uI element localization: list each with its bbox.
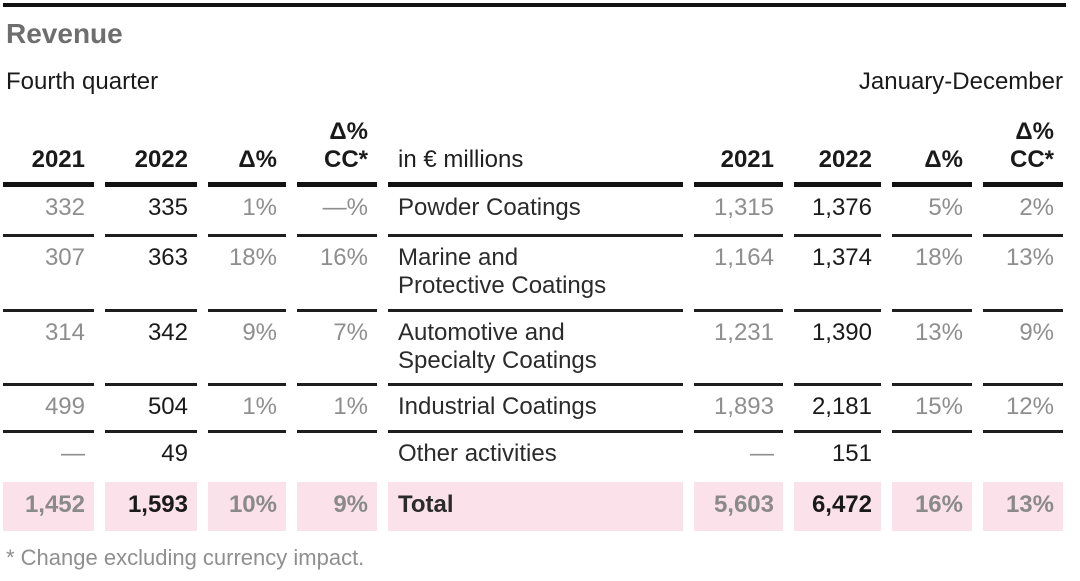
cell-fy-delta-cc: 2% [1019,194,1054,222]
cell-fy-2021: 1,893 [694,383,783,430]
cell-fy-2021: 1,164 [694,234,783,309]
total-q4-2021: 1,452 [3,482,94,532]
cell-fy-delta-cc: 9% [983,309,1063,383]
total-q4-2022: 1,593 [105,482,197,532]
cell-q4-2021: 307 [3,234,94,309]
period-labels: Fourth quarter January-December [6,68,1063,96]
cell-fy-delta-cc [983,430,1063,478]
cell-fy-delta: 15% [892,383,972,430]
table-row-marine-protective-coatings: 307 363 18% 16% Marine and Protective Co… [3,234,1080,309]
header-fy-2021: 2021 [694,115,783,188]
period-left-label: Fourth quarter [6,67,159,95]
header-q4-delta: Δ% [208,115,286,188]
header-fy-delta-cc-line1: Δ% [1015,118,1054,146]
header-fy-delta-cc: Δ% CC* [983,115,1063,188]
header-fy-2022: 2022 [794,115,881,188]
table-row-powder-coatings: 332 335 1% —% Powder Coatings 1,315 1,37… [3,187,1080,234]
cell-q4-delta: 9% [208,309,286,383]
cell-q4-delta: 18% [208,234,286,309]
cell-q4-2021: 332 [44,194,85,222]
header-fy-delta-cc-line2: CC* [1009,146,1054,174]
revenue-table: 2021 2022 Δ% Δ% CC* in € millions 2021 2… [3,115,1080,532]
cell-q4-2022: 363 [105,234,197,309]
cell-fy-2022: 1,376 [811,194,872,222]
segment-name-line1: Industrial Coatings [398,393,597,421]
cell-fy-2022: 2,181 [794,383,881,430]
cell-segment-name: Automotive and Specialty Coatings [388,309,683,383]
cell-fy-delta [892,430,972,478]
cell-fy-2022: 1,390 [794,309,881,383]
table-row-automotive-specialty-coatings: 314 342 9% 7% Automotive and Specialty C… [3,309,1080,383]
cell-q4-delta-cc [297,430,377,478]
cell-segment-name: Industrial Coatings [388,383,683,430]
segment-name-line2: Specialty Coatings [398,347,597,375]
cell-fy-2021: 1,315 [713,194,774,222]
table-row-total: 1,452 1,593 10% 9% Total 5,603 6,472 16%… [3,482,1080,532]
cell-q4-delta [208,430,286,478]
cell-q4-delta-cc: —% [322,194,368,222]
cell-fy-2021: — [694,430,783,478]
cell-fy-delta: 5% [928,194,963,222]
cell-fy-delta: 13% [892,309,972,383]
cell-segment-name: Powder Coatings [388,187,683,234]
segment-name-line1: Marine and [398,244,519,272]
cell-q4-2022: 49 [105,430,197,478]
table-row-industrial-coatings: 499 504 1% 1% Industrial Coatings 1,893 … [3,383,1080,430]
cell-q4-delta-cc: 7% [297,309,377,383]
cell-q4-delta-cc: 1% [297,383,377,430]
header-q4-delta-cc-line1: Δ% [329,118,368,146]
header-q4-delta-cc: Δ% CC* [297,115,377,188]
top-rule [3,3,1066,7]
total-q4-delta-cc: 9% [297,482,377,532]
cell-fy-delta: 18% [892,234,972,309]
header-unit-label: in € millions [388,115,683,188]
cell-q4-delta: 1% [208,383,286,430]
cell-segment-name: Marine and Protective Coatings [388,234,683,309]
segment-name-line1: Other activities [398,440,557,468]
cell-fy-2022: 151 [794,430,881,478]
header-q4-2021: 2021 [3,115,94,188]
cell-q4-2022: 335 [147,194,188,222]
cell-q4-2021: 499 [3,383,94,430]
cell-fy-2022: 1,374 [794,234,881,309]
cell-q4-2022: 342 [105,309,197,383]
total-fy-delta: 16% [892,482,972,532]
total-fy-2021: 5,603 [694,482,783,532]
page-title: Revenue [6,18,123,49]
total-q4-delta: 10% [208,482,286,532]
total-label: Total [388,482,683,532]
cell-q4-delta-cc: 16% [297,234,377,309]
cell-q4-2022: 504 [105,383,197,430]
period-right-label: January-December [858,67,1063,95]
segment-name-line1: Automotive and [398,319,565,347]
total-fy-2022: 6,472 [794,482,881,532]
header-q4-delta-cc-line2: CC* [323,146,368,174]
table-row-other-activities: — 49 Other activities — 151 [3,430,1080,478]
total-fy-delta-cc: 13% [983,482,1063,532]
cell-q4-2021: — [3,430,94,478]
cell-q4-2021: 314 [3,309,94,383]
segment-name-line1: Powder Coatings [398,194,581,222]
footnote: * Change excluding currency impact. [6,545,365,571]
header-fy-delta: Δ% [892,115,972,188]
cell-fy-delta-cc: 13% [983,234,1063,309]
cell-segment-name: Other activities [388,430,683,478]
table-header-row: 2021 2022 Δ% Δ% CC* in € millions 2021 2… [3,115,1080,188]
header-q4-2022: 2022 [105,115,197,188]
segment-name-line2: Protective Coatings [398,272,607,300]
cell-q4-delta: 1% [242,194,277,222]
cell-fy-2021: 1,231 [694,309,783,383]
cell-fy-delta-cc: 12% [983,383,1063,430]
